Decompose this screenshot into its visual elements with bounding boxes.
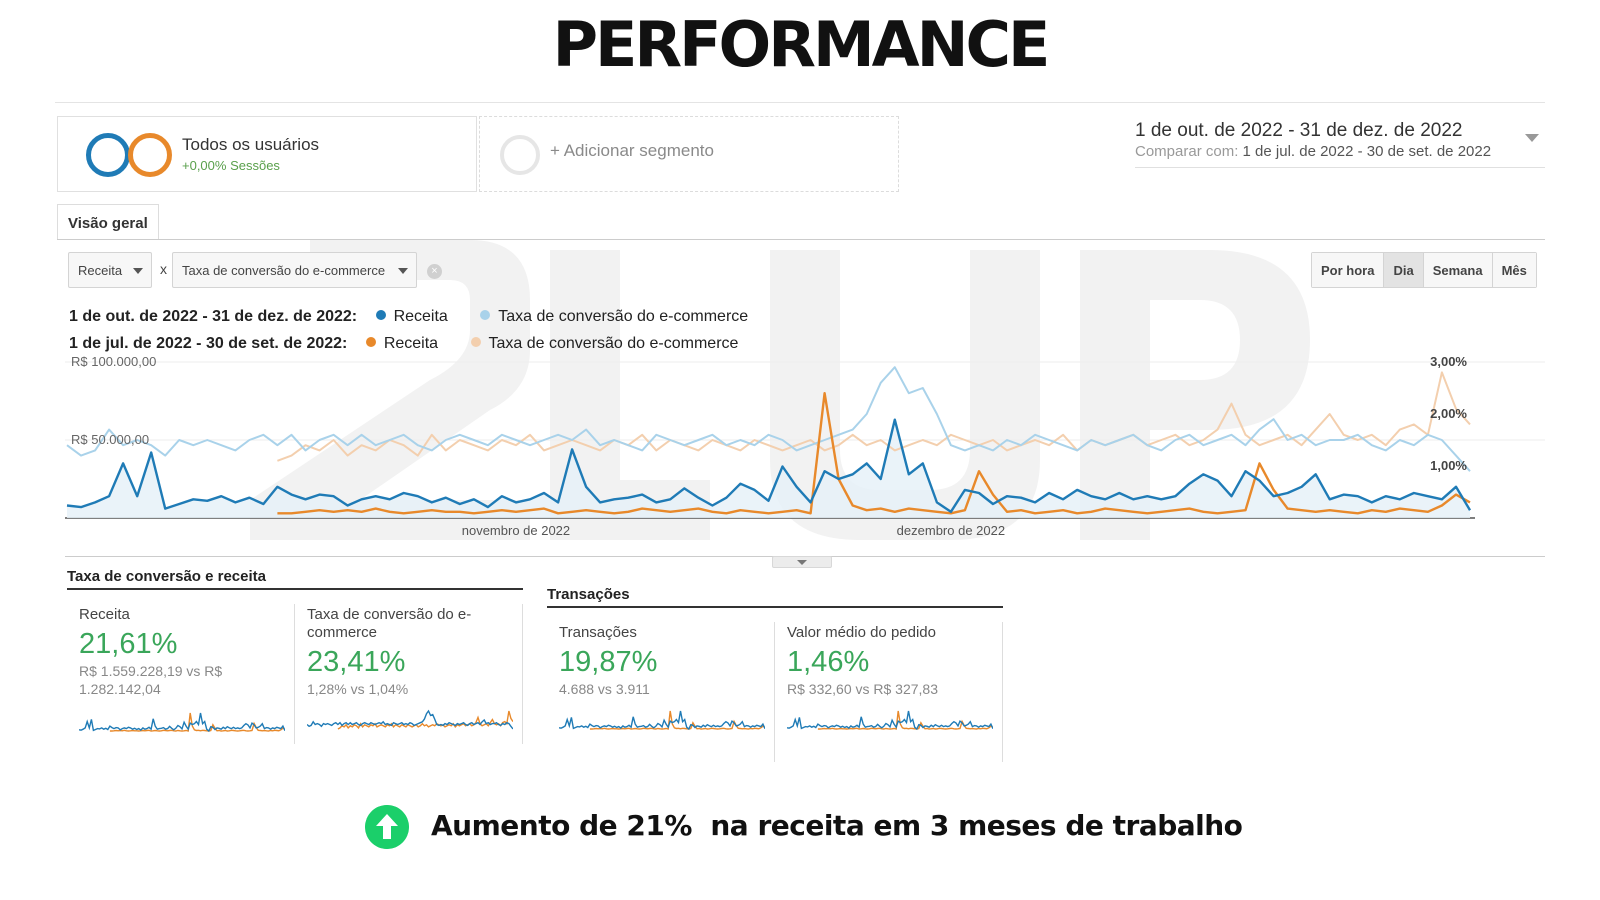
scorecard-compare: 1,28% vs 1,04% [307,681,409,697]
primary-metric-select[interactable]: Receita [68,252,152,288]
scorecard-sparkline [787,710,993,731]
series-line-3 [277,371,1471,462]
y-tick-right: 2,00% [1430,406,1467,421]
series-line-2 [277,392,1471,515]
segment-color-icon [86,133,172,177]
date-range-compare: Comparar com: 1 de jul. de 2022 - 30 de … [1135,143,1492,160]
legend-item[interactable]: Receita [383,335,439,352]
scorecard-avg-order-value[interactable]: Valor médio do pedido 1,46% R$ 332,60 vs… [775,622,1003,762]
legend-previous-label: 1 de jul. de 2022 - 30 de set. de 2022: [69,335,348,352]
period-toggle: Por hora Dia Semana Mês [1311,252,1537,288]
header-divider [55,102,1545,103]
series-line-1 [66,366,1471,472]
scorecard-transactions[interactable]: Transações 19,87% 4.688 vs 3.911 [547,622,775,762]
segment-all-users[interactable]: Todos os usuários +0,00% Sessões [57,116,477,192]
date-range-main: 1 de out. de 2022 - 31 de dez. de 2022 [1135,120,1463,141]
y-tick-left: R$ 50.000,00 [71,432,149,447]
x-tick-label: dezembro de 2022 [897,523,1005,538]
scorecard-compare: 4.688 vs 3.911 [559,681,650,697]
performance-line-chart[interactable]: R$ 100.000,00 R$ 50.000,00 3,00% 2,00% 1,00%… [65,352,1545,562]
add-segment-button[interactable]: + Adicionar segmento [479,116,899,192]
scorecard-group-title: Taxa de conversão e receita [67,568,523,590]
scorecard-sparkline [559,710,765,731]
scorecard-value: 1,46% [787,646,870,678]
period-week-button[interactable]: Semana [1423,253,1493,287]
period-hour-button[interactable]: Por hora [1312,253,1385,287]
sparkline-path [307,709,513,730]
scorecard-label: Taxa de conversão do e-commerce [307,606,472,641]
remove-metric-icon[interactable]: × [427,264,442,279]
add-segment-label: + Adicionar segmento [550,141,714,160]
date-range-picker[interactable]: 1 de out. de 2022 - 31 de dez. de 2022 C… [1135,120,1545,168]
scorecard-label: Transações [559,624,637,641]
sparkline-path [787,710,993,731]
legend-previous: 1 de jul. de 2022 - 30 de set. de 2022: … [69,335,752,355]
scorecard-revenue[interactable]: Receita 21,61% R$ 1.559.228,19 vs R$ 1.2… [67,604,295,744]
arrow-up-circle-icon [365,805,409,849]
legend-item[interactable]: Receita [393,308,448,325]
empty-segment-icon [500,135,540,175]
metric-separator: x [160,261,167,277]
secondary-metric-select[interactable]: Taxa de conversão do e-commerce [172,252,417,288]
legend-dot-icon [365,337,376,347]
tab-overview[interactable]: Visão geral [57,204,159,240]
scorecard-compare: R$ 1.559.228,19 vs R$ 1.282.142,04 [79,663,223,697]
x-tick-label: novembro de 2022 [462,523,570,538]
page-title: PERFORMANCE [552,8,1051,81]
segment-name: Todos os usuários [182,135,320,154]
legend-item[interactable]: Taxa de conversão do e-commerce [498,308,749,325]
legend-current-label: 1 de out. de 2022 - 31 de dez. de 2022: [69,308,358,325]
period-month-button[interactable]: Mês [1492,253,1536,287]
chart-collapse-handle[interactable] [772,556,832,568]
legend-item[interactable]: Taxa de conversão do e-commerce [488,335,739,352]
scorecard-group-title: Transações [547,586,1003,608]
highlight-message: Aumento de 21% na receita em 3 meses de … [431,809,1243,842]
legend-dot-icon [470,337,481,347]
chevron-down-icon [1525,134,1539,142]
chevron-down-icon [133,268,143,274]
period-day-button[interactable]: Dia [1384,253,1424,287]
sparkline-path [337,710,513,730]
y-tick-right: 1,00% [1430,458,1467,473]
sparkline-path [559,710,765,731]
series-line-0 [66,418,1472,513]
scorecard-value: 23,41% [307,646,406,678]
scorecard-sparkline [79,712,285,733]
segment-sessions-change: +0,00% Sessões [182,158,280,173]
legend-dot-icon [375,310,386,320]
y-tick-right: 3,00% [1430,354,1467,369]
scorecard-value: 21,61% [79,628,178,660]
scorecard-label: Valor médio do pedido [787,624,936,641]
scorecard-conversion-rate[interactable]: Taxa de conversão do e-commerce 23,41% 1… [295,604,523,744]
tab-divider [57,239,1545,240]
scorecard-sparkline [307,709,513,730]
chevron-down-icon [398,268,408,274]
sparkline-path [79,712,285,733]
scorecard-value: 19,87% [559,646,658,678]
scorecard-compare: R$ 332,60 vs R$ 327,83 [787,681,938,697]
y-tick-left: R$ 100.000,00 [71,354,156,369]
legend-current: 1 de out. de 2022 - 31 de dez. de 2022: … [69,308,762,328]
legend-dot-icon [480,310,491,320]
scorecard-label: Receita [79,606,130,623]
